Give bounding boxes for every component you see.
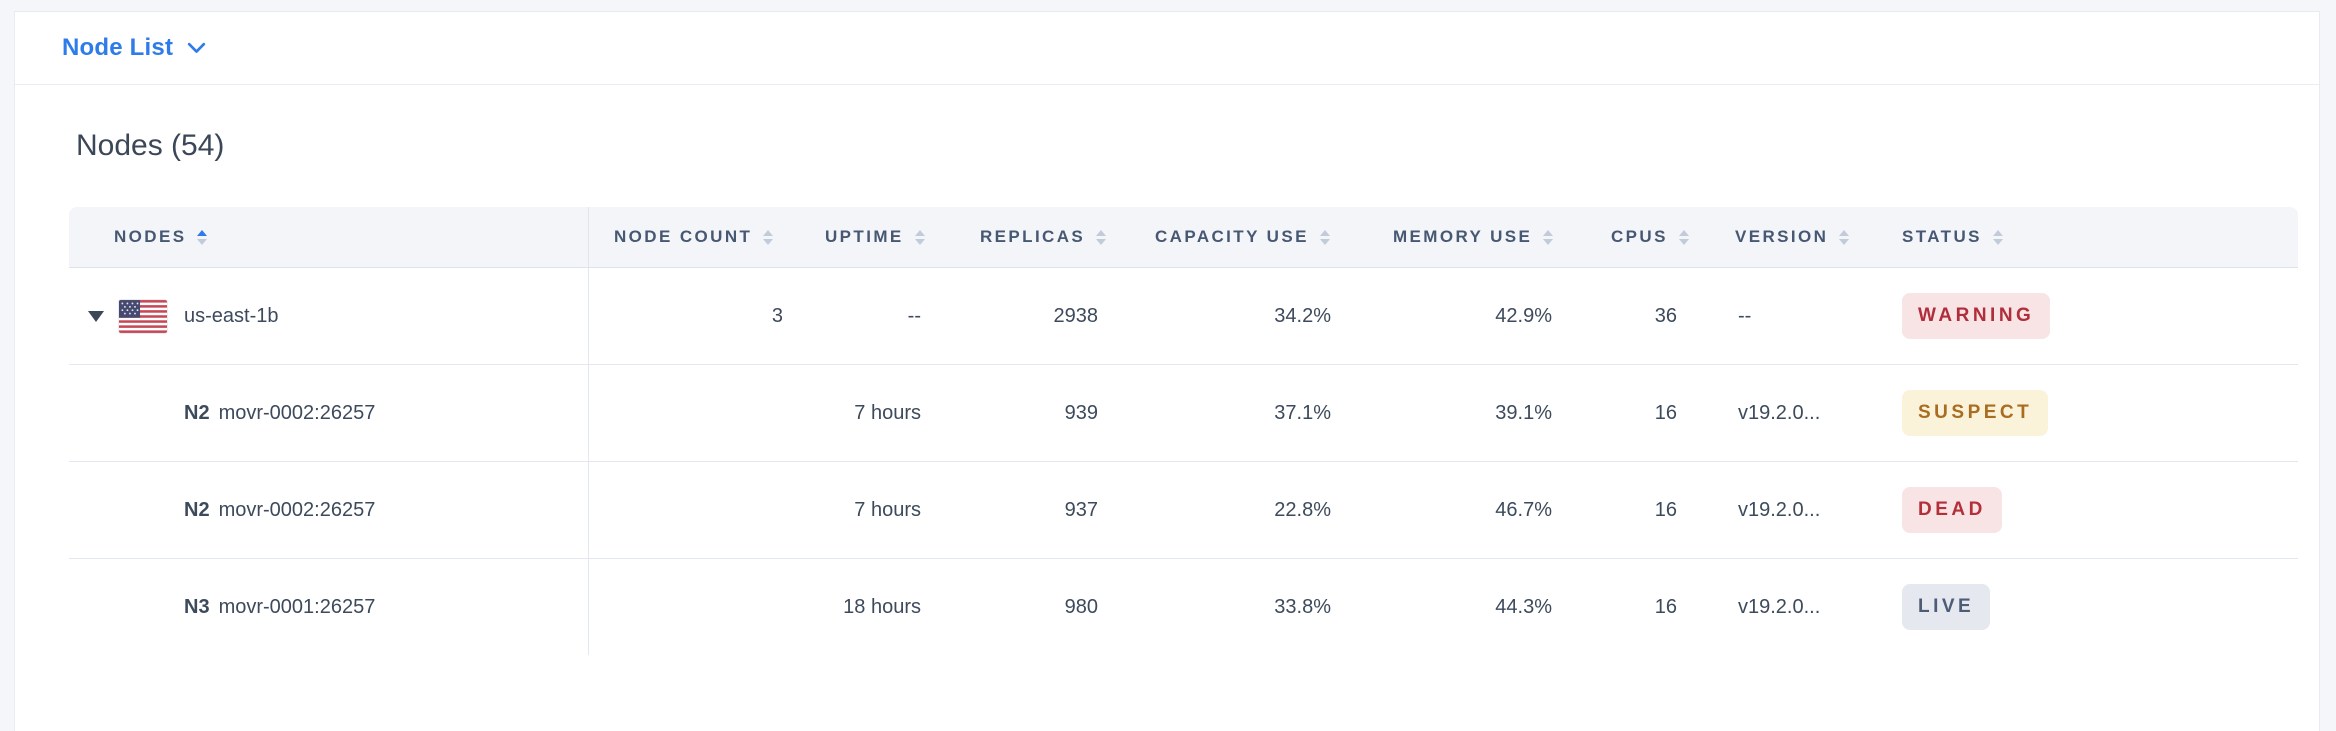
region-name: us-east-1b	[184, 304, 279, 327]
column-header-replicas[interactable]: REPLICAS	[963, 207, 1141, 268]
cell-uptime: 7 hours	[811, 365, 963, 462]
cell-cpus: 16	[1593, 559, 1719, 655]
node-address: movr-0002:26257	[218, 401, 376, 424]
chevron-down-icon	[187, 42, 206, 53]
cell-uptime: --	[811, 268, 963, 365]
sort-icon	[1319, 229, 1330, 245]
us-flag-icon	[119, 299, 167, 333]
cell-uptime: 18 hours	[811, 559, 963, 655]
collapse-caret-icon[interactable]	[88, 310, 104, 322]
column-header-cpus[interactable]: CPUS	[1593, 207, 1719, 268]
view-selector-label: Node List	[62, 34, 174, 61]
sort-icon	[1678, 229, 1689, 245]
nodes-table: NODES NODE COUNT UPTIME REPLICAS CAPACIT…	[69, 207, 2319, 655]
topbar: Node List	[15, 12, 2319, 85]
cell-node-count: 3	[589, 268, 811, 365]
cell-cpus: 16	[1593, 365, 1719, 462]
cell-version: v19.2.0...	[1719, 559, 1895, 655]
column-header-uptime[interactable]: UPTIME	[811, 207, 963, 268]
table-row-node[interactable]: N2 movr-0002:26257 7 hours 937 22.8% 46.…	[69, 462, 2298, 559]
cell-version: v19.2.0...	[1719, 462, 1895, 559]
cell-cpus: 16	[1593, 462, 1719, 559]
cell-capacity-use: 22.8%	[1141, 462, 1377, 559]
cell-memory-use: 46.7%	[1377, 462, 1593, 559]
node-id: N2	[184, 401, 210, 424]
status-badge: DEAD	[1902, 487, 2002, 533]
cell-memory-use: 39.1%	[1377, 365, 1593, 462]
cell-memory-use: 42.9%	[1377, 268, 1593, 365]
cell-node-count	[589, 462, 811, 559]
sort-icon	[763, 229, 774, 245]
column-header-node-count[interactable]: NODE COUNT	[589, 207, 811, 268]
sort-icon	[197, 229, 208, 245]
node-id: N2	[184, 498, 210, 521]
table-row-node[interactable]: N3 movr-0001:26257 18 hours 980 33.8% 44…	[69, 559, 2298, 655]
sort-icon	[1839, 229, 1850, 245]
table-row-region[interactable]: us-east-1b 3 -- 2938 34.2% 42.9% 36 -- W…	[69, 268, 2298, 365]
cell-capacity-use: 33.8%	[1141, 559, 1377, 655]
node-address: movr-0001:26257	[218, 595, 376, 618]
cell-replicas: 2938	[963, 268, 1141, 365]
sort-icon	[1992, 229, 2003, 245]
sort-icon	[1543, 229, 1554, 245]
status-badge: LIVE	[1902, 584, 1991, 630]
table-header-row: NODES NODE COUNT UPTIME REPLICAS CAPACIT…	[69, 207, 2298, 268]
cell-node-count	[589, 365, 811, 462]
page-title: Nodes (54)	[76, 129, 225, 162]
column-header-status[interactable]: STATUS	[1895, 207, 2298, 268]
column-header-capacity-use[interactable]: CAPACITY USE	[1141, 207, 1377, 268]
status-badge: SUSPECT	[1902, 390, 2049, 436]
sort-icon	[1096, 229, 1107, 245]
cell-node-count	[589, 559, 811, 655]
cell-replicas: 939	[963, 365, 1141, 462]
column-header-memory-use[interactable]: MEMORY USE	[1377, 207, 1593, 268]
column-header-nodes[interactable]: NODES	[69, 207, 589, 268]
node-id: N3	[184, 595, 210, 618]
column-header-version[interactable]: VERSION	[1719, 207, 1895, 268]
cell-version: --	[1719, 268, 1895, 365]
sort-icon	[914, 229, 925, 245]
cell-replicas: 937	[963, 462, 1141, 559]
cell-capacity-use: 37.1%	[1141, 365, 1377, 462]
view-selector-dropdown[interactable]: Node List	[62, 34, 206, 62]
cell-uptime: 7 hours	[811, 462, 963, 559]
node-list-card: Node List Nodes (54) NODES NODE COUNT UP…	[14, 11, 2320, 731]
cell-version: v19.2.0...	[1719, 365, 1895, 462]
cell-capacity-use: 34.2%	[1141, 268, 1377, 365]
cell-memory-use: 44.3%	[1377, 559, 1593, 655]
cell-replicas: 980	[963, 559, 1141, 655]
status-badge: WARNING	[1902, 293, 2051, 339]
table-row-node[interactable]: N2 movr-0002:26257 7 hours 939 37.1% 39.…	[69, 365, 2298, 462]
node-address: movr-0002:26257	[218, 498, 376, 521]
cell-cpus: 36	[1593, 268, 1719, 365]
